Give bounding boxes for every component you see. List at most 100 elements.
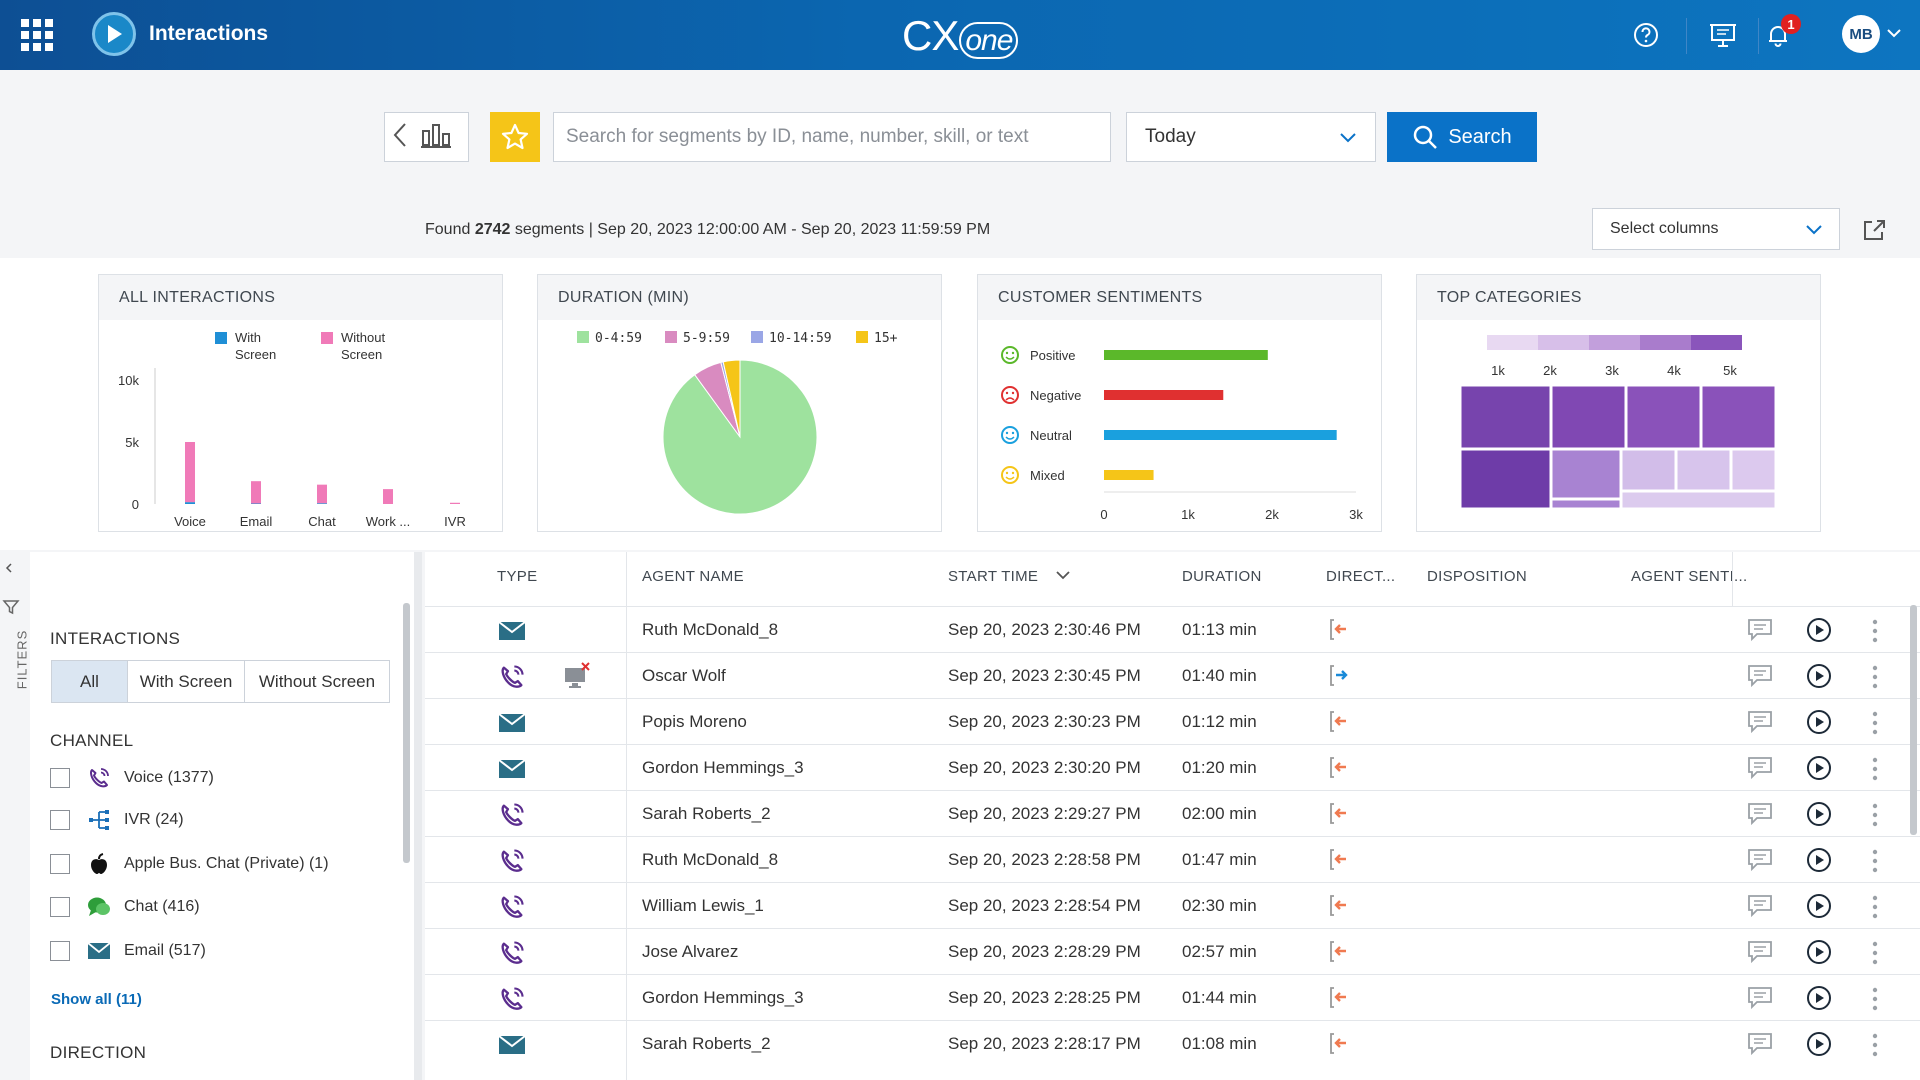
agent-name-cell[interactable]: Jose Alvarez bbox=[642, 942, 739, 961]
segment-all[interactable]: All bbox=[52, 661, 128, 702]
table-row[interactable]: Jose Alvarez Sep 20, 2023 2:28:29 PM 02:57… bbox=[425, 930, 1920, 975]
more-options-icon[interactable] bbox=[1871, 894, 1879, 925]
play-icon[interactable] bbox=[1806, 985, 1832, 1016]
table-row[interactable]: Oscar Wolf Sep 20, 2023 2:30:45 PM 01:40 m… bbox=[425, 654, 1920, 699]
filter-icon[interactable] bbox=[2, 598, 20, 621]
channel-label: Chat (416) bbox=[124, 898, 200, 915]
show-all-channels-link[interactable]: Show all (11) bbox=[51, 991, 142, 1008]
back-chart-toggle[interactable] bbox=[384, 112, 469, 162]
date-range-select[interactable]: Today bbox=[1126, 112, 1376, 162]
table-row[interactable]: William Lewis_1 Sep 20, 2023 2:28:54 PM 02… bbox=[425, 884, 1920, 929]
app-launcher-button[interactable] bbox=[0, 0, 74, 70]
agent-name-cell[interactable]: Gordon Hemmings_3 bbox=[642, 988, 804, 1007]
play-icon[interactable] bbox=[1806, 893, 1832, 924]
duration-cell: 01:44 min bbox=[1182, 988, 1257, 1007]
table-row[interactable]: Sarah Roberts_2 Sep 20, 2023 2:28:17 PM 01… bbox=[425, 1022, 1920, 1067]
filters-collapse-strip[interactable] bbox=[0, 552, 30, 1080]
help-icon[interactable] bbox=[1630, 19, 1662, 51]
chevron-down-icon[interactable] bbox=[1886, 26, 1902, 44]
favorites-button[interactable] bbox=[490, 112, 540, 162]
play-icon[interactable] bbox=[1806, 1031, 1832, 1062]
channel-option-email[interactable]: Email (517) bbox=[50, 939, 206, 963]
agent-name-cell[interactable]: William Lewis_1 bbox=[642, 896, 764, 915]
bell-icon[interactable] bbox=[1762, 19, 1794, 51]
sort-descending-icon[interactable] bbox=[1055, 568, 1071, 586]
more-options-icon[interactable] bbox=[1871, 986, 1879, 1017]
play-icon[interactable] bbox=[1806, 801, 1832, 832]
comment-icon[interactable] bbox=[1747, 1032, 1773, 1061]
table-row[interactable]: Popis Moreno Sep 20, 2023 2:30:23 PM 01:12… bbox=[425, 700, 1920, 745]
comment-icon[interactable] bbox=[1747, 986, 1773, 1015]
comment-icon[interactable] bbox=[1747, 710, 1773, 739]
chevron-left-icon[interactable] bbox=[4, 560, 14, 581]
search-input[interactable] bbox=[553, 112, 1111, 162]
table-row[interactable]: Gordon Hemmings_3 Sep 20, 2023 2:30:20 PM… bbox=[425, 746, 1920, 791]
bar-chart-icon[interactable] bbox=[421, 121, 451, 154]
filters-side-label[interactable]: FILTERS bbox=[14, 629, 30, 690]
column-header-duration[interactable]: DURATION bbox=[1182, 568, 1262, 585]
checkbox[interactable] bbox=[50, 810, 70, 830]
channel-option-chat[interactable]: Chat (416) bbox=[50, 895, 200, 919]
table-row[interactable]: Ruth McDonald_8 Sep 20, 2023 2:30:46 PM 01… bbox=[425, 608, 1920, 653]
table-row[interactable]: Gordon Hemmings_3 Sep 20, 2023 2:28:25 PM… bbox=[425, 976, 1920, 1021]
comment-icon[interactable] bbox=[1747, 848, 1773, 877]
checkbox[interactable] bbox=[50, 897, 70, 917]
play-icon[interactable] bbox=[1806, 939, 1832, 970]
table-row[interactable]: Ruth McDonald_8 Sep 20, 2023 2:28:58 PM 01… bbox=[425, 838, 1920, 883]
more-options-icon[interactable] bbox=[1871, 940, 1879, 971]
column-header-agent-name[interactable]: AGENT NAME bbox=[642, 568, 744, 585]
agent-name-cell[interactable]: Sarah Roberts_2 bbox=[642, 1034, 771, 1053]
comment-icon[interactable] bbox=[1747, 802, 1773, 831]
table-scrollbar[interactable] bbox=[1910, 605, 1917, 835]
export-icon[interactable] bbox=[1862, 218, 1888, 247]
panel-divider[interactable] bbox=[414, 552, 422, 1080]
play-icon[interactable] bbox=[1806, 617, 1832, 648]
comment-icon[interactable] bbox=[1747, 756, 1773, 785]
channel-option-apple-chat[interactable]: Apple Bus. Chat (Private) (1) bbox=[50, 852, 329, 876]
more-options-icon[interactable] bbox=[1871, 802, 1879, 833]
agent-name-cell[interactable]: Sarah Roberts_2 bbox=[642, 804, 771, 823]
checkbox[interactable] bbox=[50, 854, 70, 874]
comment-icon[interactable] bbox=[1747, 940, 1773, 969]
agent-name-cell[interactable]: Ruth McDonald_8 bbox=[642, 620, 779, 639]
column-header-direction[interactable]: DIRECT... bbox=[1326, 568, 1396, 585]
play-icon[interactable] bbox=[1806, 755, 1832, 786]
interactions-table bbox=[425, 552, 1920, 1080]
agent-name-cell[interactable]: Popis Moreno bbox=[642, 712, 747, 731]
column-header-agent-sentiment[interactable]: AGENT SENTI... bbox=[1631, 568, 1748, 585]
customer-sentiments-card: CUSTOMER SENTIMENTS Positive Negative Neut… bbox=[977, 274, 1382, 532]
more-options-icon[interactable] bbox=[1871, 664, 1879, 695]
presentation-icon[interactable] bbox=[1707, 19, 1739, 51]
agent-name-cell[interactable]: Oscar Wolf bbox=[642, 666, 726, 685]
more-options-icon[interactable] bbox=[1871, 756, 1879, 787]
comment-icon[interactable] bbox=[1747, 618, 1773, 647]
more-options-icon[interactable] bbox=[1871, 618, 1879, 649]
duration-cell: 01:47 min bbox=[1182, 850, 1257, 869]
chevron-left-icon[interactable] bbox=[393, 122, 407, 153]
play-icon[interactable] bbox=[1806, 709, 1832, 740]
column-header-start-time[interactable]: START TIME bbox=[948, 568, 1039, 585]
more-options-icon[interactable] bbox=[1871, 848, 1879, 879]
column-header-type[interactable]: TYPE bbox=[497, 568, 538, 585]
segment-with-screen[interactable]: With Screen bbox=[128, 661, 245, 702]
checkbox[interactable] bbox=[50, 768, 70, 788]
search-button[interactable]: Search bbox=[1387, 112, 1537, 162]
phone-icon bbox=[498, 801, 526, 834]
play-icon[interactable] bbox=[1806, 847, 1832, 878]
user-avatar[interactable]: MB bbox=[1842, 15, 1880, 53]
play-icon[interactable] bbox=[1806, 663, 1832, 694]
segment-without-screen[interactable]: Without Screen bbox=[258, 671, 376, 691]
filters-scrollbar[interactable] bbox=[403, 603, 410, 863]
table-row[interactable]: Sarah Roberts_2 Sep 20, 2023 2:29:27 PM 02… bbox=[425, 792, 1920, 837]
select-columns-dropdown[interactable]: Select columns bbox=[1592, 208, 1840, 250]
comment-icon[interactable] bbox=[1747, 894, 1773, 923]
column-header-disposition[interactable]: DISPOSITION bbox=[1427, 568, 1527, 585]
more-options-icon[interactable] bbox=[1871, 710, 1879, 741]
agent-name-cell[interactable]: Ruth McDonald_8 bbox=[642, 850, 779, 869]
channel-option-ivr[interactable]: IVR (24) bbox=[50, 808, 184, 832]
agent-name-cell[interactable]: Gordon Hemmings_3 bbox=[642, 758, 804, 777]
channel-option-voice[interactable]: Voice (1377) bbox=[50, 766, 214, 790]
checkbox[interactable] bbox=[50, 941, 70, 961]
more-options-icon[interactable] bbox=[1871, 1032, 1879, 1063]
comment-icon[interactable] bbox=[1747, 664, 1773, 693]
